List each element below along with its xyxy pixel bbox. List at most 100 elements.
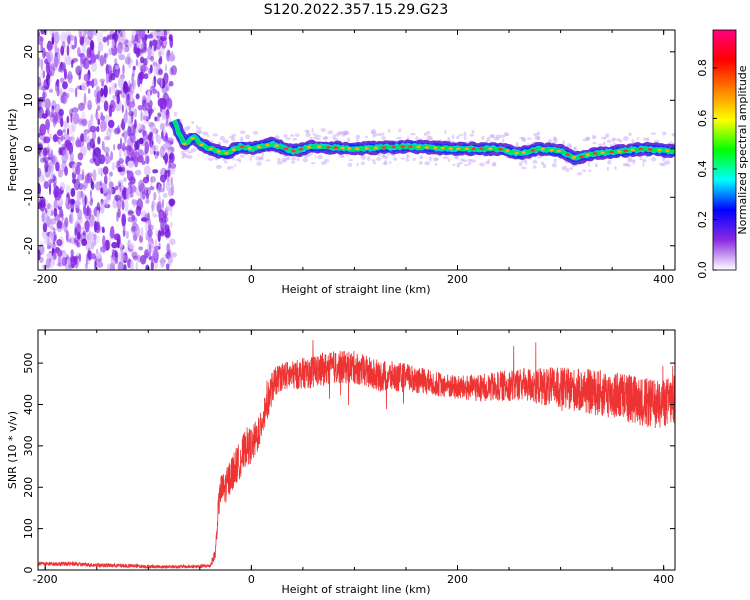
track-core-peak [521,151,526,154]
noise-blob [143,41,147,51]
noise-blob [55,161,60,172]
noise-blob [100,187,104,194]
noise-blob [81,35,86,40]
noise-blob [106,263,113,270]
noise-blob [40,30,45,35]
noise-blob [123,177,127,183]
noise-blob [164,169,168,180]
track-core-peak [364,146,370,150]
noise-blob [111,198,116,209]
noise-blob [164,229,170,238]
track-halo-speck [622,136,629,141]
track-core-peak [617,150,622,153]
noise-blob [66,142,71,151]
x-tick-label: -200 [33,273,58,286]
noise-blob [91,130,97,141]
noise-blob [41,229,48,239]
noise-blob [50,210,54,217]
track-halo-speck [451,134,455,140]
noise-blob [66,74,74,80]
noise-blob [52,134,58,143]
track-halo-speck [327,130,334,135]
noise-blob [126,93,130,100]
noise-blob [100,127,105,133]
noise-blob [46,252,54,259]
noise-blob [77,209,83,220]
track-core-peak [600,151,605,155]
noise-blob [64,217,69,228]
noise-blob [143,165,151,177]
noise-blob [117,208,121,218]
noise-blob [144,147,148,155]
track-halo-speck [493,136,499,141]
noise-blob [166,113,169,123]
noise-blob [127,40,133,48]
track-core-peak [433,146,438,150]
noise-blob [161,198,164,209]
noise-blob [144,220,149,232]
noise-blob [66,115,70,124]
noise-blob [148,243,152,257]
noise-blob [63,144,68,149]
noise-blob [53,227,56,234]
noise-blob [40,58,44,72]
noise-blob [148,121,155,128]
track-halo-speck [434,162,438,166]
noise-blob [39,241,45,248]
noise-blob [46,245,51,250]
noise-blob [92,169,97,182]
snr-series-line [38,340,675,570]
track-core-peak [182,142,187,146]
noise-blob [147,228,153,238]
noise-blob [138,246,144,251]
noise-blob [135,122,143,130]
noise-blob [77,152,84,161]
noise-blob [128,110,135,117]
noise-blob [157,134,162,145]
noise-blob [81,118,88,127]
noise-blob [49,70,52,77]
noise-blob [152,169,159,174]
noise-blob [151,140,154,145]
track-halo-speck [245,134,251,140]
noise-blob [165,251,171,260]
noise-blob [120,32,123,38]
noise-blob [115,185,119,191]
noise-blob [83,73,91,82]
track-halo-speck [197,130,203,134]
noise-blob [129,191,134,198]
noise-blob [107,119,115,129]
colorbar-label: Normalized spectral amplitude [736,65,749,234]
noise-blob [101,80,105,87]
track-halo-speck [212,133,219,137]
noise-blob [73,178,81,191]
noise-blob [139,56,145,64]
y-tick-label: -10 [22,188,35,206]
noise-blob [117,166,123,173]
noise-blob [57,129,63,136]
track-halo-speck [265,159,271,162]
track-halo-speck [598,143,603,146]
noise-blob [132,255,139,261]
noise-blob [39,69,45,80]
noise-blob [152,89,158,94]
track-halo-speck [523,158,527,163]
noise-blob [47,66,50,77]
track-halo-speck [663,161,667,166]
track-halo-speck [276,160,283,165]
noise-blob [145,198,150,204]
noise-blob [59,77,65,83]
track-halo-speck [255,156,261,161]
noise-blob [61,256,68,267]
track-halo-speck [322,136,328,141]
noise-blob [160,150,163,159]
track-halo-speck [505,133,510,136]
noise-blob [134,119,137,130]
snr-x-ticks: -200 0 200 400 [33,330,674,586]
noise-blob [65,55,72,65]
noise-blob [146,34,154,39]
track-core-peak [514,151,519,155]
noise-blob [108,174,111,182]
noise-blob [117,42,123,54]
noise-blob [48,63,55,77]
